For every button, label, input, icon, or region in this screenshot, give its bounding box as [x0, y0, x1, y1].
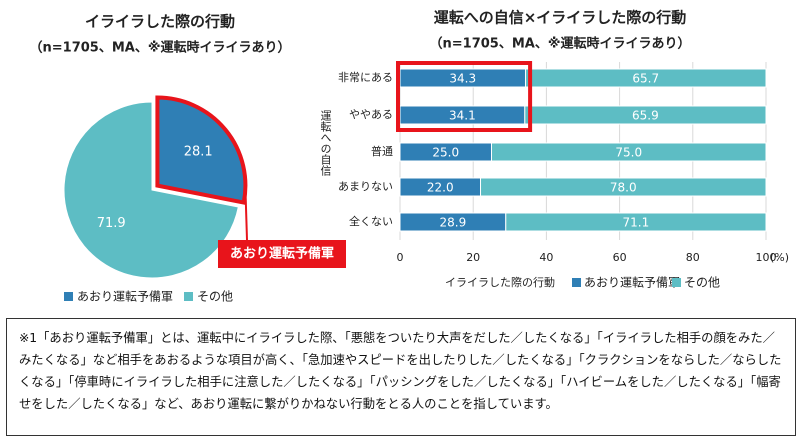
slice-label: 71.9	[97, 216, 126, 231]
callout-box	[218, 240, 346, 268]
bar-value-label: 25.0	[432, 146, 459, 160]
x-tick-label: 0	[397, 251, 404, 264]
bar-value-label: 34.1	[449, 109, 476, 123]
x-axis-label: イライラした際の行動	[445, 275, 555, 289]
bar-value-label: 22.0	[427, 181, 454, 195]
y-tick-label: ややある	[349, 108, 393, 121]
footnote: ※1「あおり運転予備軍」とは、運転中にイライラした際、「悪態をついたり大声をだし…	[6, 318, 796, 436]
y-axis-label: 運転への自信	[319, 110, 332, 177]
bar-segment	[491, 142, 767, 162]
x-tick-label: 80	[686, 251, 700, 264]
legend-label: その他	[197, 290, 233, 304]
pie-slice	[63, 101, 239, 279]
bar-value-label: 34.3	[449, 72, 476, 86]
pie-title: イライラした際の行動	[85, 13, 235, 31]
x-unit: (%)	[770, 251, 789, 264]
bar-segment	[480, 177, 767, 197]
legend-label: あおり運転予備軍	[77, 289, 173, 304]
bar-segment	[525, 68, 767, 88]
bar-value-label: 71.1	[623, 216, 650, 230]
legend-label: その他	[684, 276, 720, 290]
callout-line	[244, 174, 248, 241]
bar-subtitle: （n=1705、MA、※運転時イライラあり）	[430, 36, 691, 52]
pie-subtitle: （n=1705、MA、※運転時イライラあり）	[30, 40, 291, 56]
bar-value-label: 75.0	[615, 146, 642, 160]
legend-swatch	[184, 292, 193, 301]
bar-value-label: 65.7	[632, 72, 659, 86]
y-tick-label: 非常にある	[338, 71, 393, 84]
highlight-box	[396, 61, 533, 132]
bar-value-label: 65.9	[632, 109, 659, 123]
x-tick-label: 40	[539, 251, 553, 264]
bar-segment	[524, 105, 767, 125]
x-tick-label: 20	[466, 251, 480, 264]
y-tick-label: 全くない	[349, 214, 393, 228]
x-tick-label: 100	[756, 251, 777, 264]
bar-segment	[505, 212, 767, 232]
legend-label: あおり運転予備軍	[584, 275, 680, 290]
y-tick-label: 普通	[371, 144, 393, 158]
y-tick-label: あまりない	[338, 180, 393, 193]
callout-text: あおり運転予備軍	[230, 246, 334, 262]
legend-swatch	[672, 278, 681, 287]
bar-value-label: 78.0	[610, 181, 637, 195]
x-tick-label: 60	[613, 251, 627, 264]
legend-swatch	[64, 292, 73, 301]
legend-swatch	[572, 278, 581, 287]
bar-title: 運転への自信×イライラした際の行動	[434, 9, 687, 27]
bar-value-label: 28.9	[440, 216, 467, 230]
charts: イライラした際の行動 （n=1705、MA、※運転時イライラあり） 運転への自信…	[30, 9, 790, 304]
slice-label: 28.1	[184, 145, 213, 160]
